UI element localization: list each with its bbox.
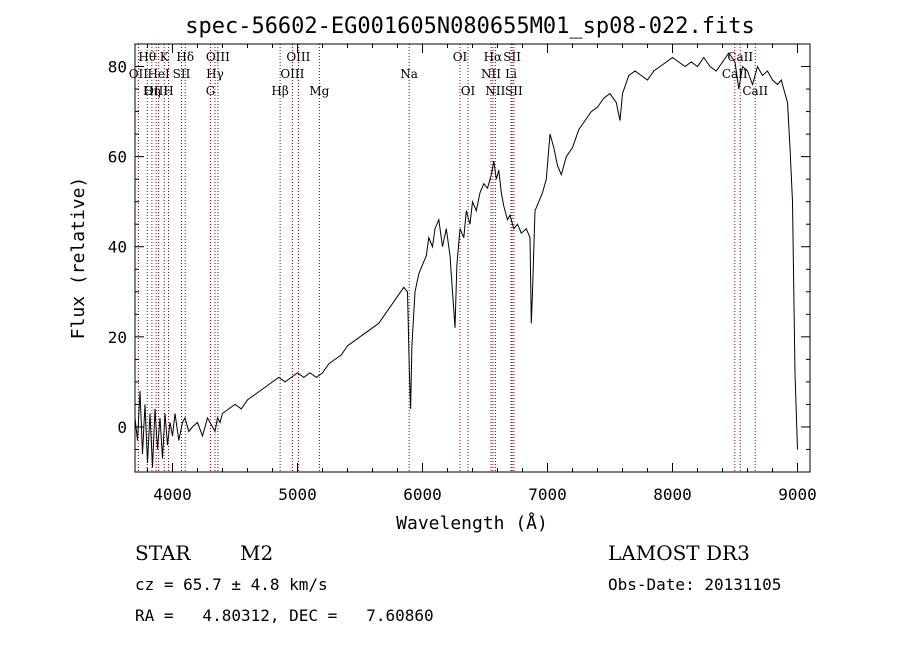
line-label-18: OI [461, 84, 476, 98]
object-subclass: M2 [240, 541, 273, 565]
spectrum-line [134, 52, 798, 468]
x-axis-ticks: 4000 5000 6000 7000 8000 9000 [147, 44, 817, 504]
line-label-23: NII [485, 84, 505, 98]
y-tick-label-0: 0 [117, 418, 127, 437]
line-label-13: OIII [280, 67, 304, 81]
x-axis-label: Wavelength (Å) [396, 512, 548, 534]
y-tick-label-2: 40 [108, 238, 127, 257]
coordinates-text: RA = 4.80312, DEC = 7.60860 [135, 606, 434, 625]
line-label-5: Hη [143, 84, 161, 98]
line-label-2: OIII [144, 84, 168, 98]
x-tick-label-1: 5000 [278, 485, 317, 504]
y-tick-label-3: 60 [108, 148, 127, 167]
chart-title: spec-56602-EG001605N080655M01_sp08-022.f… [185, 14, 755, 39]
spectral-line-markers [137, 44, 756, 472]
x-tick-label-3: 7000 [528, 485, 567, 504]
line-label-26: CaII [722, 67, 748, 81]
line-label-25: CaII [727, 50, 753, 64]
line-label-8: H [163, 84, 173, 98]
line-label-7: SII [173, 67, 191, 81]
x-tick-label-0: 4000 [153, 485, 192, 504]
line-label-16: Na [400, 67, 418, 81]
line-label-0: Hθ [138, 50, 156, 64]
line-label-9: OIII [206, 50, 230, 64]
line-label-22: Li [505, 67, 517, 81]
line-label-27: CaII [742, 84, 768, 98]
redshift-text: cz = 65.7 ± 4.8 km/s [135, 575, 328, 594]
line-label-19: Hα [484, 50, 503, 64]
line-label-6: Hδ [176, 50, 194, 64]
x-tick-label-4: 8000 [653, 485, 692, 504]
line-label-21: NII [481, 67, 501, 81]
line-label-24: SII [505, 84, 523, 98]
obs-date-text: Obs-Date: 20131105 [608, 575, 781, 594]
line-label-14: Hβ [271, 84, 288, 98]
line-label-12: OIII [286, 50, 310, 64]
line-label-3: K [160, 50, 170, 64]
line-label-17: OI [453, 50, 468, 64]
line-label-15: Mg [309, 84, 329, 98]
y-tick-label-4: 80 [108, 58, 127, 77]
y-tick-label-1: 20 [108, 328, 127, 347]
survey-name: LAMOST DR3 [608, 541, 750, 565]
x-tick-label-2: 6000 [403, 485, 442, 504]
line-label-1: OII [129, 67, 149, 81]
plot-frame [134, 43, 811, 473]
line-label-11: G [206, 84, 216, 98]
object-class: STAR [135, 541, 191, 565]
y-axis-ticks: 0 20 40 60 80 [108, 43, 810, 450]
y-axis-label: Flux (relative) [68, 177, 89, 340]
line-label-20: SII [503, 50, 521, 64]
line-label-10: Hγ [206, 67, 224, 81]
line-label-4: HeI [147, 67, 170, 81]
x-tick-label-5: 9000 [778, 485, 817, 504]
